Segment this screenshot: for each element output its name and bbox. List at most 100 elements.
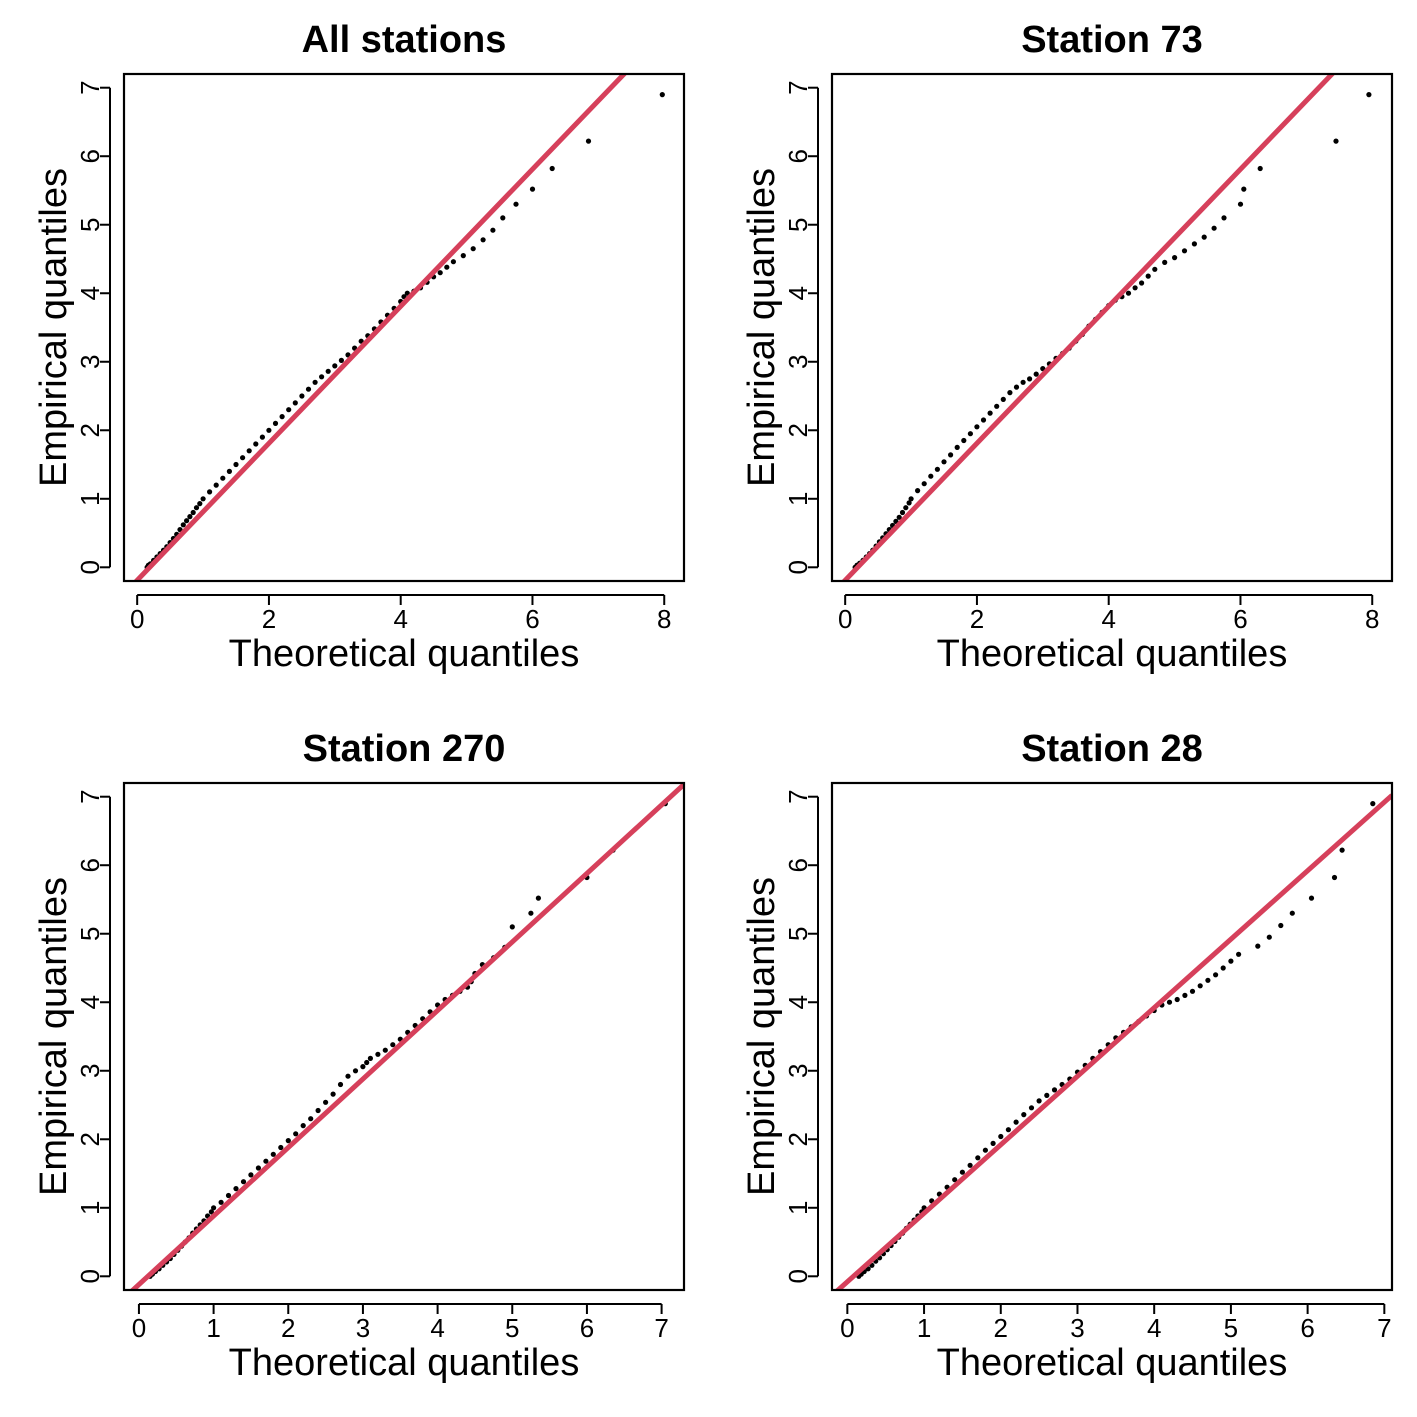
x-tick-label: 7 (1377, 1313, 1391, 1343)
data-point (975, 1155, 981, 1161)
data-point (300, 1123, 306, 1129)
data-point (1333, 138, 1339, 144)
data-point (279, 414, 285, 420)
data-point (982, 1147, 989, 1153)
data-point (1033, 371, 1039, 377)
data-point (184, 518, 190, 524)
data-point (255, 1165, 261, 1171)
data-point (248, 1172, 254, 1178)
data-point (1236, 951, 1242, 957)
data-point (337, 1081, 344, 1088)
x-tick-label: 4 (430, 1313, 444, 1343)
data-point (1241, 186, 1247, 192)
data-point (1172, 255, 1178, 261)
data-point (325, 368, 331, 374)
data-point (1308, 895, 1315, 901)
data-point (1289, 910, 1295, 916)
x-tick-label: 2 (281, 1313, 295, 1343)
data-point (278, 1144, 284, 1151)
data-point (437, 270, 443, 276)
y-axis-title: Empirical quantiles (33, 168, 75, 487)
x-tick-label: 6 (1300, 1313, 1314, 1343)
y-tick-label: 1 (783, 492, 813, 506)
y-tick-label: 2 (783, 423, 813, 437)
data-point (941, 459, 947, 465)
data-point (352, 1068, 359, 1074)
y-axis-title: Empirical quantiles (33, 877, 75, 1196)
y-tick-label: 5 (783, 926, 813, 940)
data-point (390, 1042, 396, 1048)
y-tick-label: 3 (783, 1064, 813, 1078)
data-point (444, 264, 450, 270)
data-point (338, 357, 344, 363)
x-tick-label: 1 (206, 1313, 220, 1343)
reference-line (834, 793, 1392, 1290)
y-tick-label: 0 (783, 1269, 813, 1283)
data-point (990, 1140, 996, 1146)
data-point (899, 509, 906, 516)
x-tick-label: 5 (505, 1313, 519, 1343)
data-point (1174, 996, 1180, 1003)
data-point (952, 1177, 958, 1183)
y-tick-label: 7 (783, 789, 813, 803)
data-point (959, 1169, 966, 1175)
data-point (1013, 1119, 1019, 1125)
data-point (1139, 280, 1145, 286)
x-axis-title: Theoretical quantiles (937, 633, 1288, 675)
data-point (1000, 396, 1006, 402)
data-point (1182, 992, 1188, 999)
data-point (263, 1158, 269, 1164)
y-tick-label: 4 (783, 995, 813, 1009)
data-point (1228, 958, 1234, 964)
data-point (200, 496, 206, 502)
data-point (1051, 1087, 1058, 1093)
data-point (367, 1055, 373, 1061)
data-point (934, 466, 941, 472)
data-point (1005, 1127, 1012, 1133)
qq-panel-4: Station 28 0 1 2 3 4 5 6 7 Theoretical quantiles 0… (741, 728, 1394, 1384)
x-tick-label: 0 (838, 604, 852, 634)
data-point (1132, 285, 1138, 291)
data-point (535, 895, 542, 901)
qq-panel-3: Station 270 0 1 2 3 4 5 6 7 Theoretical quantiles… (33, 728, 686, 1384)
qq-panel-2: Station 73 0 2 4 6 8 Theoretical quantiles 0 1 2 3… (741, 19, 1394, 675)
data-point (187, 514, 193, 520)
data-point (1339, 847, 1345, 853)
data-point (1237, 201, 1244, 207)
x-tick-label: 6 (525, 604, 539, 634)
y-tick-label: 0 (75, 560, 105, 574)
plot-area (129, 783, 684, 1290)
qq-panel-1: All stations 0 2 4 6 8 Theoretical quantiles 0 1… (33, 19, 686, 675)
data-point (259, 434, 265, 440)
data-point (345, 1073, 351, 1079)
y-tick-label: 3 (783, 355, 813, 369)
data-point (480, 237, 486, 243)
data-point (308, 1116, 314, 1122)
data-point (994, 403, 1000, 409)
x-tick-label: 2 (262, 604, 276, 634)
data-point (450, 259, 456, 265)
data-point (961, 437, 967, 444)
y-axis-title: Empirical quantiles (741, 168, 783, 487)
data-point (293, 1131, 299, 1137)
data-point (1255, 943, 1261, 949)
y-tick-label: 0 (75, 1269, 105, 1283)
data-point (906, 500, 912, 506)
panel-title: All stations (302, 19, 507, 61)
data-point (1213, 972, 1219, 978)
y-tick-label: 0 (783, 560, 813, 574)
data-point (509, 924, 515, 930)
data-point (1366, 92, 1372, 98)
y-tick-label: 3 (75, 355, 105, 369)
x-tick-label: 4 (1147, 1313, 1161, 1343)
data-point (1166, 999, 1173, 1005)
data-point (364, 1059, 370, 1066)
data-point (1152, 266, 1158, 272)
data-point (285, 1138, 291, 1144)
y-tick-label: 4 (783, 286, 813, 300)
data-point (659, 92, 665, 98)
plot-frame (830, 781, 1394, 1292)
data-point (312, 379, 318, 385)
data-point (211, 1205, 217, 1211)
data-point (1189, 988, 1196, 994)
